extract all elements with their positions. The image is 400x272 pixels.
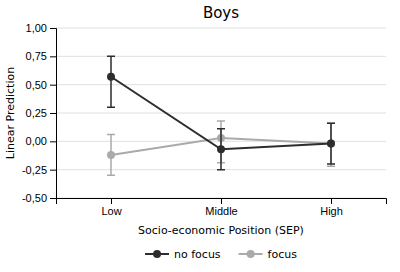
x-tick-label: High — [320, 205, 343, 217]
x-axis-title: Socio-economic Position (SEP) — [138, 224, 304, 237]
y-tick-label: 1,00 — [26, 22, 47, 34]
series — [107, 56, 335, 169]
y-tick: -0,50 — [22, 192, 56, 204]
legend-label: focus — [268, 248, 298, 261]
marker — [107, 151, 115, 159]
marker — [327, 140, 335, 148]
x-tick-mark — [111, 198, 112, 204]
x-tick-mark — [221, 198, 222, 204]
y-axis-line — [50, 29, 57, 199]
marker — [327, 140, 335, 148]
chart-container: -0,50 -0,25 0,00 0,25 0,50 0,75 1,00 Low Middle H… — [0, 0, 400, 272]
series — [107, 121, 335, 175]
legend-item: focus — [239, 248, 298, 261]
grid-line — [56, 28, 386, 29]
x-axis-line — [57, 199, 387, 205]
y-axis: -0,50 -0,25 0,00 0,25 0,50 0,75 1,00 — [22, 22, 57, 204]
x-tick: Middle — [205, 198, 237, 217]
y-tick-mark — [50, 198, 56, 199]
grid-line — [56, 56, 386, 57]
y-tick-mark — [50, 141, 56, 142]
y-tick-label: -0,50 — [22, 192, 47, 204]
legend-item: no focus — [145, 248, 221, 261]
y-tick: 0,00 — [26, 135, 56, 147]
y-tick-mark — [50, 28, 56, 29]
grid-line — [56, 84, 386, 85]
marker — [217, 145, 225, 153]
x-tick-label: Middle — [205, 205, 237, 217]
y-tick-label: 0,75 — [26, 50, 47, 62]
y-tick-mark — [50, 113, 56, 114]
y-tick-label: 0,00 — [26, 135, 47, 147]
y-tick: 0,50 — [26, 79, 56, 91]
error-bar-lower — [107, 77, 115, 108]
y-tick: -0,25 — [22, 164, 56, 176]
y-tick-mark — [50, 56, 56, 57]
y-axis-title: Linear Prediction — [4, 67, 17, 159]
legend-swatch-marker — [153, 250, 161, 258]
marks — [107, 56, 335, 175]
chart-svg: -0,50 -0,25 0,00 0,25 0,50 0,75 1,00 Low Middle H… — [0, 0, 400, 272]
marker — [107, 73, 115, 81]
legend-label: no focus — [174, 248, 221, 261]
x-axis: Low Middle High — [57, 198, 387, 217]
x-tick: Low — [101, 198, 121, 217]
y-tick: 0,75 — [26, 50, 56, 62]
x-tick: High — [320, 198, 343, 217]
y-tick-mark — [50, 170, 56, 171]
x-tick-mark — [331, 198, 332, 204]
plot-area: -0,50 -0,25 0,00 0,25 0,50 0,75 1,00 Low Middle H… — [22, 22, 387, 217]
grid-line — [56, 113, 386, 114]
y-tick: 1,00 — [26, 22, 56, 34]
y-tick: 0,25 — [26, 107, 56, 119]
y-tick-mark — [50, 85, 56, 86]
y-tick-label: 0,25 — [26, 107, 47, 119]
legend: no focus focus — [145, 248, 297, 261]
legend-swatch-marker — [247, 250, 255, 258]
x-tick-label: Low — [101, 205, 121, 217]
y-tick-label: -0,25 — [22, 164, 47, 176]
line — [111, 77, 331, 150]
title: Boys — [203, 4, 239, 22]
grid — [56, 28, 386, 198]
y-tick-label: 0,50 — [26, 79, 47, 91]
